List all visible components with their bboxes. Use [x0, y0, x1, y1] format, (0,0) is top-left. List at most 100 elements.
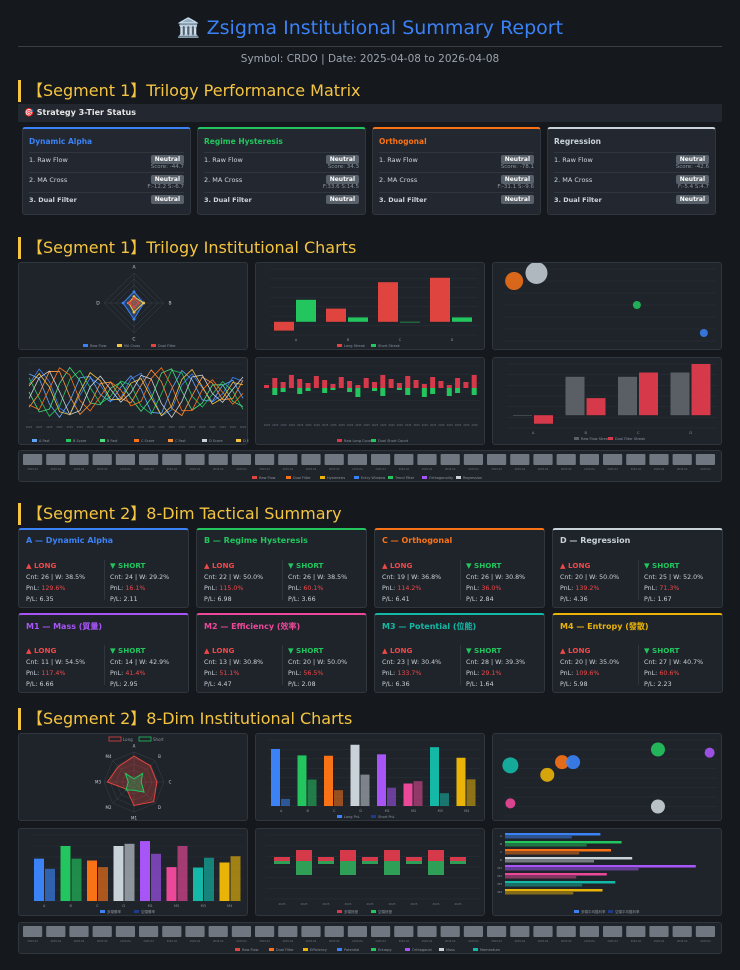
legend-label: B Fast	[107, 439, 118, 443]
x-tick-label: 2025-04	[515, 467, 526, 471]
radar-axis	[133, 760, 156, 783]
x-tick-label: 2025	[128, 425, 135, 429]
x-tick-label: 2025-04	[654, 939, 665, 943]
dim-name: B — Regime Hysteresis	[204, 536, 308, 545]
long-count: Cnt: 20 | W: 50.0%	[560, 574, 620, 581]
x-tick-label: 2025	[405, 423, 412, 427]
x-tick-label: A	[295, 338, 298, 342]
timeline-cell	[371, 454, 391, 465]
bar	[565, 376, 585, 416]
bar	[396, 388, 402, 390]
x-tick-label: 2025-04	[213, 467, 224, 471]
legend-label: C Score	[141, 439, 154, 443]
x-tick-label: 2025-04	[607, 467, 618, 471]
chart-score-scatter	[492, 262, 722, 350]
x-tick-label: D	[359, 809, 362, 813]
legend-label: Dual Filter Streak	[615, 437, 646, 441]
x-tick-label: 2025	[397, 423, 404, 427]
bar	[151, 853, 161, 901]
timeline-cell	[463, 454, 483, 465]
timeline-cell	[347, 926, 367, 937]
long-count: Cnt: 26 | W: 38.5%	[26, 574, 86, 581]
row-label: 3. Dual Filter	[379, 196, 427, 204]
x-tick-label: M3	[438, 809, 443, 813]
timeline-cell	[440, 454, 460, 465]
row-label: 3. Dual Filter	[204, 196, 252, 204]
score-text: Score: -78.1	[500, 164, 534, 170]
radar-series	[124, 772, 145, 793]
x-tick-label: 2025	[240, 425, 247, 429]
series-line	[28, 366, 244, 413]
x-tick-label: B	[307, 809, 310, 813]
timeline-cell	[162, 454, 182, 465]
x-tick-label: 2025-04	[236, 939, 247, 943]
short-pnl: PnL: 60.6%	[644, 670, 680, 677]
bar	[204, 857, 214, 901]
legend-label: Orthogonality	[429, 476, 453, 480]
legend-swatch	[269, 948, 274, 951]
legend-swatch	[100, 439, 105, 442]
long-pl: P/L: 6.41	[382, 596, 410, 603]
legend-swatch	[337, 948, 342, 951]
chart-dim-winrate: A B C D M1 M2 M3 M4 多頭勝率 空頭勝率	[18, 828, 248, 916]
x-tick-label: C	[637, 431, 640, 435]
timeline-cell	[649, 454, 669, 465]
timeline-cell	[255, 454, 275, 465]
bar	[380, 375, 386, 388]
tier-row: 3. Dual Filter Neutral	[204, 192, 359, 204]
x-tick-label: 2025-04	[561, 939, 572, 943]
x-tick-label: 2025	[179, 425, 186, 429]
x-tick-label: C	[96, 904, 99, 908]
short-pl: P/L: 2.11	[110, 596, 138, 603]
dim-name: M3 — Potential (位能)	[382, 622, 477, 631]
x-tick-label: A	[532, 431, 535, 435]
tier-row: 1. Raw Flow Neutral	[554, 152, 709, 164]
bar	[297, 388, 303, 394]
radar-point	[121, 301, 125, 305]
long-stats: ▲ LONG Cnt: 22 | W: 50.0% PnL: 115.0% P/…	[204, 560, 282, 605]
short-pl: P/L: 1.67	[644, 596, 672, 603]
timeline-cell	[533, 454, 553, 465]
bar	[274, 321, 294, 331]
dim-card: A — Dynamic Alpha ▲ LONG Cnt: 26 | W: 38…	[18, 528, 189, 608]
scatter-point	[632, 301, 641, 309]
dim-name: M2 — Efficiency (效率)	[204, 622, 301, 631]
bar	[34, 858, 44, 901]
radar-axis-label: M3	[95, 780, 101, 785]
x-tick-label: 2025-04	[561, 467, 572, 471]
x-tick-label: 2025-04	[491, 939, 502, 943]
x-tick-label: 2025-04	[422, 467, 433, 471]
radar-series	[106, 755, 158, 807]
bar	[297, 755, 307, 806]
legend-label: Orthogonal	[412, 948, 432, 952]
legend-swatch	[574, 437, 579, 440]
bar	[505, 857, 633, 860]
long-label: ▲ LONG	[26, 561, 57, 570]
x-tick-label: 2025-04	[74, 939, 85, 943]
x-tick-label: 2025-04	[190, 939, 201, 943]
bar	[230, 856, 241, 901]
bar	[456, 757, 466, 806]
bar	[348, 317, 368, 322]
radar-axis-label: M1	[131, 816, 137, 821]
bar	[318, 861, 334, 864]
legend-swatch	[235, 948, 240, 951]
radar-point	[132, 317, 136, 321]
timeline-cell	[672, 926, 692, 937]
bar	[140, 841, 150, 901]
chart-streak-bar: A B C D Long Streak Short Streak	[255, 262, 485, 350]
timeline-cell	[69, 926, 89, 937]
timeline-cell	[417, 454, 437, 465]
x-tick-label: 2025	[422, 423, 429, 427]
legend-label: Hysteresis	[327, 476, 345, 480]
short-pl: P/L: 1.64	[466, 681, 494, 688]
timeline-cell	[626, 454, 646, 465]
long-count: Cnt: 23 | W: 30.4%	[382, 659, 442, 666]
bar	[372, 382, 377, 388]
legend-label: D Fast	[243, 439, 249, 443]
legend-swatch	[286, 476, 291, 479]
tier-name: Orthogonal	[379, 137, 427, 146]
timeline-cell	[417, 926, 437, 937]
x-tick-label: 2025-04	[677, 467, 688, 471]
x-tick-label: 2025-04	[120, 939, 131, 943]
